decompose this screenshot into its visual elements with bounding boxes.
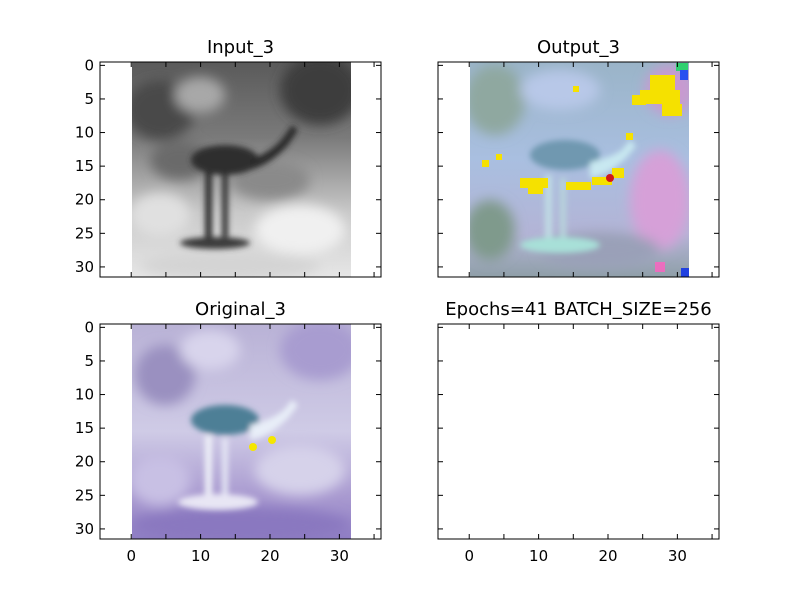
y-tick-label: 5	[84, 90, 94, 108]
x-tick-label: 30	[668, 547, 687, 565]
x-tick-label: 0	[464, 547, 474, 565]
panel-input-xticks	[130, 62, 375, 277]
panel-output-frame	[437, 61, 720, 278]
y-tick-label: 0	[84, 318, 94, 336]
panel-output-yticks	[438, 64, 719, 268]
y-tick-label: 20	[75, 191, 94, 209]
y-tick-label: 0	[84, 56, 94, 74]
y-tick-label: 25	[75, 224, 94, 242]
y-tick-label: 10	[75, 124, 94, 142]
panel-input-title: Input_3	[207, 37, 274, 58]
x-tick-label: 30	[330, 547, 349, 565]
x-tick-label: 20	[598, 547, 617, 565]
panel-original: Original_3 051	[75, 299, 382, 565]
original-highlights	[249, 436, 276, 451]
x-tick-label: 0	[126, 547, 136, 565]
y-tick-label: 15	[75, 157, 94, 175]
x-tick-label: 10	[191, 547, 210, 565]
input-image	[132, 62, 351, 277]
panel-output-title: Output_3	[537, 37, 620, 58]
panel-empty-yticks	[438, 326, 719, 530]
panel-empty-xticks: 0 10 20 30	[464, 324, 713, 565]
original-image	[132, 324, 351, 539]
y-tick-label: 5	[84, 352, 94, 370]
y-tick-label: 10	[75, 386, 94, 404]
x-tick-label: 10	[529, 547, 548, 565]
panel-original-frame	[99, 323, 382, 540]
panel-output-xticks	[468, 62, 713, 277]
output-image	[470, 62, 689, 277]
y-tick-label: 30	[75, 520, 94, 538]
panel-original-title: Original_3	[195, 299, 286, 320]
panel-empty: Epochs=41 BATCH_SIZE=256 0 10 20 30	[437, 299, 720, 565]
y-tick-label: 15	[75, 419, 94, 437]
y-tick-label: 25	[75, 486, 94, 504]
panel-empty-frame	[437, 323, 720, 540]
panel-output: Output_3	[437, 37, 720, 278]
x-tick-label: 20	[260, 547, 279, 565]
panel-input: Input_3 0 5 10 15 20 25 30	[75, 37, 382, 278]
panel-empty-title: Epochs=41 BATCH_SIZE=256	[445, 299, 711, 320]
output-artifacts	[482, 63, 689, 277]
panel-original-xticks: 0 10 20 30	[126, 324, 375, 565]
y-tick-label: 20	[75, 453, 94, 471]
panel-original-yticks: 0 5 10 15 20 25 30	[75, 318, 381, 538]
panel-input-frame	[99, 61, 382, 278]
panel-input-yticks: 0 5 10 15 20 25 30	[75, 56, 381, 276]
y-tick-label: 30	[75, 258, 94, 276]
